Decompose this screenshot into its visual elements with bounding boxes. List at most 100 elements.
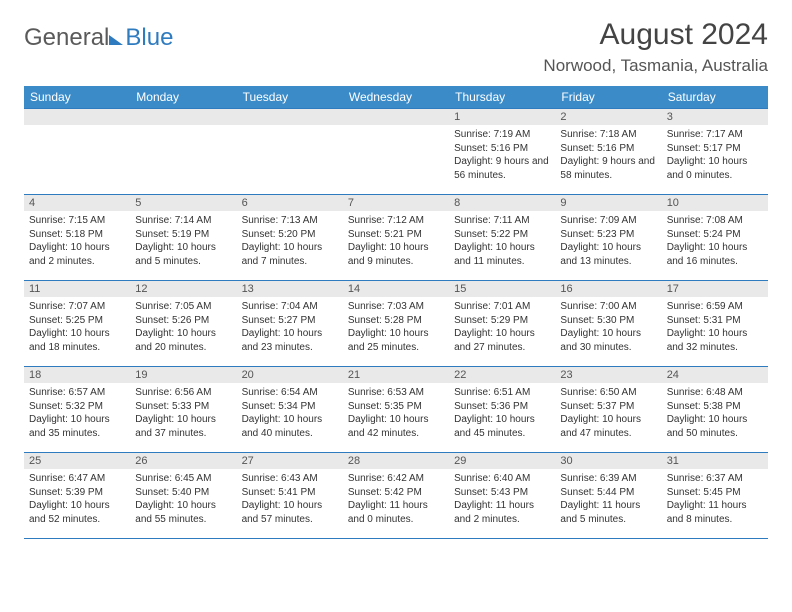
calendar-cell: 28Sunrise: 6:42 AMSunset: 5:42 PMDayligh… (343, 453, 449, 539)
day-number: 23 (555, 367, 661, 383)
day-number: 17 (662, 281, 768, 297)
day-details: Sunrise: 7:04 AMSunset: 5:27 PMDaylight:… (237, 297, 343, 358)
calendar-cell: 15Sunrise: 7:01 AMSunset: 5:29 PMDayligh… (449, 281, 555, 367)
calendar-cell: 11Sunrise: 7:07 AMSunset: 5:25 PMDayligh… (24, 281, 130, 367)
day-number: 6 (237, 195, 343, 211)
calendar-cell: 6Sunrise: 7:13 AMSunset: 5:20 PMDaylight… (237, 195, 343, 281)
day-header: Friday (555, 86, 661, 109)
day-number: 20 (237, 367, 343, 383)
day-details: Sunrise: 7:14 AMSunset: 5:19 PMDaylight:… (130, 211, 236, 272)
calendar-cell: 30Sunrise: 6:39 AMSunset: 5:44 PMDayligh… (555, 453, 661, 539)
day-number: 5 (130, 195, 236, 211)
calendar-cell: 23Sunrise: 6:50 AMSunset: 5:37 PMDayligh… (555, 367, 661, 453)
day-details: Sunrise: 6:48 AMSunset: 5:38 PMDaylight:… (662, 383, 768, 444)
logo-triangle-icon (109, 35, 123, 45)
title-block: August 2024 Norwood, Tasmania, Australia (543, 18, 768, 76)
calendar-cell: 31Sunrise: 6:37 AMSunset: 5:45 PMDayligh… (662, 453, 768, 539)
day-number: 2 (555, 109, 661, 125)
day-number: 11 (24, 281, 130, 297)
day-details: Sunrise: 6:56 AMSunset: 5:33 PMDaylight:… (130, 383, 236, 444)
calendar-cell: 3Sunrise: 7:17 AMSunset: 5:17 PMDaylight… (662, 109, 768, 195)
day-details: Sunrise: 7:05 AMSunset: 5:26 PMDaylight:… (130, 297, 236, 358)
day-details: Sunrise: 6:45 AMSunset: 5:40 PMDaylight:… (130, 469, 236, 530)
day-number-empty (343, 109, 449, 125)
calendar-cell: 10Sunrise: 7:08 AMSunset: 5:24 PMDayligh… (662, 195, 768, 281)
day-header: Monday (130, 86, 236, 109)
calendar-cell (237, 109, 343, 195)
day-number: 12 (130, 281, 236, 297)
calendar-table: SundayMondayTuesdayWednesdayThursdayFrid… (24, 86, 768, 539)
day-details: Sunrise: 6:40 AMSunset: 5:43 PMDaylight:… (449, 469, 555, 530)
logo-text-blue: Blue (125, 24, 173, 52)
day-details: Sunrise: 6:47 AMSunset: 5:39 PMDaylight:… (24, 469, 130, 530)
calendar-cell: 19Sunrise: 6:56 AMSunset: 5:33 PMDayligh… (130, 367, 236, 453)
day-details: Sunrise: 6:50 AMSunset: 5:37 PMDaylight:… (555, 383, 661, 444)
day-details: Sunrise: 6:57 AMSunset: 5:32 PMDaylight:… (24, 383, 130, 444)
day-number: 29 (449, 453, 555, 469)
calendar-cell: 22Sunrise: 6:51 AMSunset: 5:36 PMDayligh… (449, 367, 555, 453)
day-details: Sunrise: 6:54 AMSunset: 5:34 PMDaylight:… (237, 383, 343, 444)
day-number: 27 (237, 453, 343, 469)
month-title: August 2024 (543, 18, 768, 52)
day-number: 7 (343, 195, 449, 211)
day-details: Sunrise: 6:53 AMSunset: 5:35 PMDaylight:… (343, 383, 449, 444)
calendar-cell: 5Sunrise: 7:14 AMSunset: 5:19 PMDaylight… (130, 195, 236, 281)
calendar-cell: 25Sunrise: 6:47 AMSunset: 5:39 PMDayligh… (24, 453, 130, 539)
calendar-cell: 18Sunrise: 6:57 AMSunset: 5:32 PMDayligh… (24, 367, 130, 453)
day-number: 26 (130, 453, 236, 469)
day-details: Sunrise: 6:42 AMSunset: 5:42 PMDaylight:… (343, 469, 449, 530)
header: General Blue August 2024 Norwood, Tasman… (24, 18, 768, 76)
calendar-cell: 29Sunrise: 6:40 AMSunset: 5:43 PMDayligh… (449, 453, 555, 539)
day-number: 16 (555, 281, 661, 297)
calendar-head: SundayMondayTuesdayWednesdayThursdayFrid… (24, 86, 768, 109)
day-header: Sunday (24, 86, 130, 109)
calendar-cell: 14Sunrise: 7:03 AMSunset: 5:28 PMDayligh… (343, 281, 449, 367)
day-details: Sunrise: 7:03 AMSunset: 5:28 PMDaylight:… (343, 297, 449, 358)
calendar-cell (24, 109, 130, 195)
day-details: Sunrise: 7:08 AMSunset: 5:24 PMDaylight:… (662, 211, 768, 272)
day-details: Sunrise: 6:37 AMSunset: 5:45 PMDaylight:… (662, 469, 768, 530)
day-number: 25 (24, 453, 130, 469)
day-details: Sunrise: 7:19 AMSunset: 5:16 PMDaylight:… (449, 125, 555, 186)
day-details: Sunrise: 7:11 AMSunset: 5:22 PMDaylight:… (449, 211, 555, 272)
calendar-cell: 4Sunrise: 7:15 AMSunset: 5:18 PMDaylight… (24, 195, 130, 281)
location: Norwood, Tasmania, Australia (543, 56, 768, 76)
day-number: 14 (343, 281, 449, 297)
day-number-empty (130, 109, 236, 125)
day-number: 18 (24, 367, 130, 383)
day-number: 21 (343, 367, 449, 383)
calendar-cell: 12Sunrise: 7:05 AMSunset: 5:26 PMDayligh… (130, 281, 236, 367)
calendar-cell: 13Sunrise: 7:04 AMSunset: 5:27 PMDayligh… (237, 281, 343, 367)
day-number: 3 (662, 109, 768, 125)
logo: General Blue (24, 18, 173, 52)
day-details: Sunrise: 7:18 AMSunset: 5:16 PMDaylight:… (555, 125, 661, 186)
day-header: Wednesday (343, 86, 449, 109)
day-number-empty (24, 109, 130, 125)
calendar-cell: 7Sunrise: 7:12 AMSunset: 5:21 PMDaylight… (343, 195, 449, 281)
calendar-cell: 1Sunrise: 7:19 AMSunset: 5:16 PMDaylight… (449, 109, 555, 195)
calendar-cell: 8Sunrise: 7:11 AMSunset: 5:22 PMDaylight… (449, 195, 555, 281)
day-details: Sunrise: 6:59 AMSunset: 5:31 PMDaylight:… (662, 297, 768, 358)
day-number: 4 (24, 195, 130, 211)
day-number: 15 (449, 281, 555, 297)
day-number: 28 (343, 453, 449, 469)
day-number-empty (237, 109, 343, 125)
day-details: Sunrise: 6:51 AMSunset: 5:36 PMDaylight:… (449, 383, 555, 444)
calendar-body: 1Sunrise: 7:19 AMSunset: 5:16 PMDaylight… (24, 109, 768, 539)
calendar-cell: 2Sunrise: 7:18 AMSunset: 5:16 PMDaylight… (555, 109, 661, 195)
day-details: Sunrise: 7:07 AMSunset: 5:25 PMDaylight:… (24, 297, 130, 358)
calendar-cell: 26Sunrise: 6:45 AMSunset: 5:40 PMDayligh… (130, 453, 236, 539)
day-details: Sunrise: 7:15 AMSunset: 5:18 PMDaylight:… (24, 211, 130, 272)
calendar-cell: 27Sunrise: 6:43 AMSunset: 5:41 PMDayligh… (237, 453, 343, 539)
day-details: Sunrise: 7:13 AMSunset: 5:20 PMDaylight:… (237, 211, 343, 272)
calendar-cell: 9Sunrise: 7:09 AMSunset: 5:23 PMDaylight… (555, 195, 661, 281)
day-header: Saturday (662, 86, 768, 109)
day-number: 1 (449, 109, 555, 125)
logo-text-general: General (24, 24, 109, 52)
day-header: Thursday (449, 86, 555, 109)
calendar-cell: 16Sunrise: 7:00 AMSunset: 5:30 PMDayligh… (555, 281, 661, 367)
day-number: 22 (449, 367, 555, 383)
calendar-cell: 24Sunrise: 6:48 AMSunset: 5:38 PMDayligh… (662, 367, 768, 453)
day-header: Tuesday (237, 86, 343, 109)
day-number: 8 (449, 195, 555, 211)
